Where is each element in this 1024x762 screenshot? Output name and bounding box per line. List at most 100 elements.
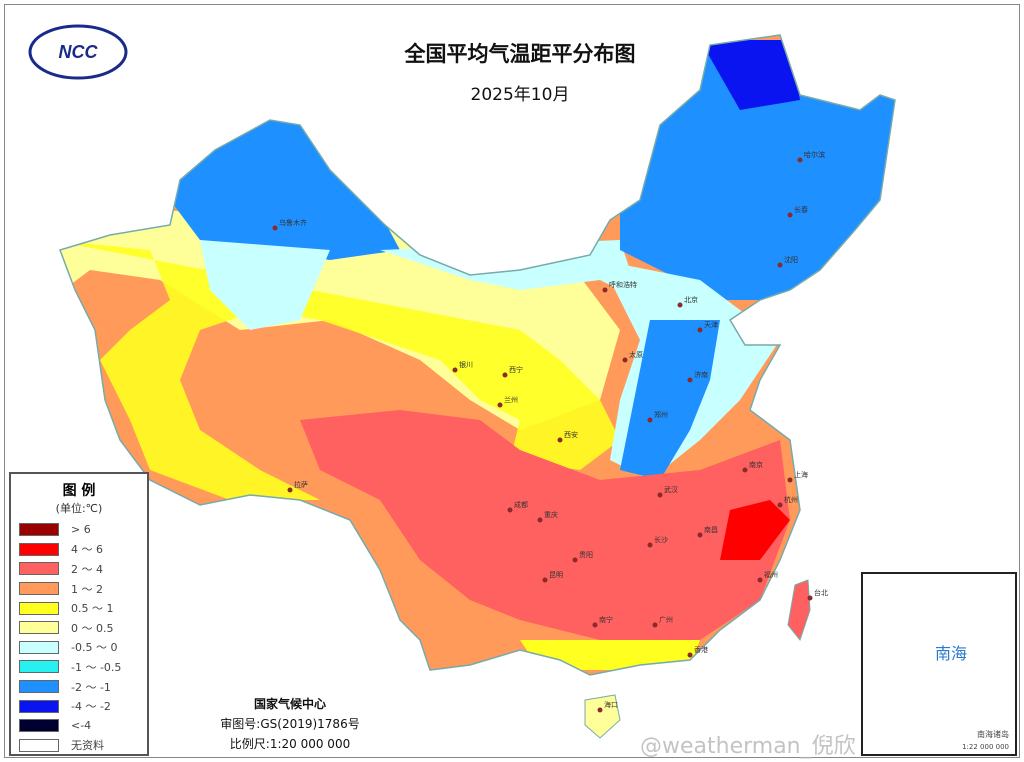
- legend-swatch: [19, 719, 59, 733]
- city-marker: [777, 262, 783, 268]
- city-marker: [697, 327, 703, 333]
- legend-label: 0.5 ～ 1: [71, 602, 114, 616]
- hainan-region: [584, 694, 621, 739]
- credit-approval: 审图号:GS(2019)1786号: [220, 717, 360, 731]
- city-label: 上海: [794, 470, 808, 479]
- map-subtitle: 2025年10月: [470, 85, 570, 105]
- legend-swatch: [19, 640, 59, 654]
- legend-label: -4 ～ -2: [71, 700, 111, 714]
- city-marker: [797, 157, 803, 163]
- legend-item: > 6: [11, 520, 147, 540]
- legend-label: -2 ～ -1: [71, 680, 111, 694]
- legend-item: 0 ～ 0.5: [11, 618, 147, 638]
- city-marker: [597, 707, 603, 713]
- city-marker: [287, 487, 293, 493]
- credit-org: 国家气候中心: [253, 697, 326, 711]
- city-marker: [537, 517, 543, 523]
- map-title: 全国平均气温距平分布图: [404, 42, 636, 66]
- city-label: 长沙: [654, 535, 668, 544]
- city-marker: [647, 542, 653, 548]
- legend-item: 4 ～ 6: [11, 540, 147, 560]
- legend-unit: (单位:℃): [55, 502, 103, 515]
- city-marker: [742, 467, 748, 473]
- city-label: 济南: [694, 370, 708, 379]
- city-marker: [622, 357, 628, 363]
- legend-swatch: [19, 660, 59, 674]
- city-label: 福州: [764, 570, 778, 579]
- legend-label: 无资料: [71, 739, 104, 753]
- svg-text:NCC: NCC: [59, 42, 99, 62]
- legend-swatch: [19, 582, 59, 596]
- city-marker: [272, 225, 278, 231]
- city-label: 北京: [684, 295, 698, 304]
- china-border: [59, 34, 896, 676]
- city-label: 重庆: [544, 510, 558, 519]
- city-marker: [807, 595, 813, 601]
- city-marker: [557, 437, 563, 443]
- legend-label: -1 ～ -0.5: [71, 660, 122, 674]
- legend-label: 0 ～ 0.5: [71, 621, 114, 635]
- legend-item: 2 ～ 4: [11, 559, 147, 579]
- city-label: 昆明: [549, 571, 563, 579]
- legend-swatch: [19, 621, 59, 635]
- city-label: 南昌: [704, 525, 718, 534]
- city-label: 成都: [514, 500, 528, 509]
- city-marker: [657, 492, 663, 498]
- city-label: 贵阳: [579, 550, 593, 559]
- city-label: 南宁: [599, 615, 613, 624]
- city-marker: [687, 377, 693, 383]
- legend-swatch: [19, 738, 59, 752]
- legend-swatch: [19, 523, 59, 537]
- city-marker: [787, 477, 793, 483]
- city-label: 太原: [629, 350, 643, 359]
- taiwan-region: [787, 579, 811, 642]
- city-marker: [497, 402, 503, 408]
- legend-label: 2 ～ 4: [71, 562, 103, 576]
- legend-swatch: [19, 542, 59, 556]
- inset-caption: 南海诸岛: [977, 730, 1009, 739]
- legend-item: <-4: [11, 716, 147, 736]
- city-label: 海口: [604, 700, 618, 709]
- legend-label: <-4: [71, 719, 92, 733]
- city-label: 天津: [704, 321, 718, 329]
- watermark: @weatherman_倪欣: [640, 734, 856, 759]
- legend-item: -2 ～ -1: [11, 677, 147, 697]
- city-label: 兰州: [504, 395, 518, 404]
- legend-label: > 6: [71, 523, 91, 537]
- city-marker: [777, 502, 783, 508]
- legend-label: 1 ～ 2: [71, 582, 103, 596]
- legend-title: 图 例: [62, 483, 96, 499]
- city-label: 西安: [564, 430, 578, 439]
- city-label: 杭州: [784, 495, 798, 504]
- legend-item: 0.5 ～ 1: [11, 598, 147, 618]
- city-marker: [502, 372, 508, 378]
- credits: 国家气候中心 审图号:GS(2019)1786号 比例尺:1:20 000 00…: [210, 694, 370, 754]
- city-label: 银川: [459, 360, 473, 369]
- city-marker: [697, 532, 703, 538]
- city-marker: [687, 652, 693, 658]
- city-marker: [452, 367, 458, 373]
- legend-label: 4 ～ 6: [71, 543, 103, 557]
- south-china-sea-inset: 南海 南海诸岛 1:22 000 000: [861, 572, 1017, 756]
- legend-swatch: [19, 699, 59, 713]
- legend-item: 1 ～ 2: [11, 579, 147, 599]
- legend-item: -1 ～ -0.5: [11, 657, 147, 677]
- city-label: 沈阳: [784, 255, 798, 264]
- city-label: 呼和浩特: [609, 280, 637, 289]
- ncc-logo: NCC: [28, 24, 128, 80]
- city-label: 南京: [749, 460, 763, 469]
- city-marker: [572, 557, 578, 563]
- city-marker: [542, 577, 548, 583]
- city-label: 西宁: [509, 365, 523, 374]
- city-label: 郑州: [654, 411, 668, 419]
- city-label: 武汉: [664, 485, 678, 494]
- legend-swatch: [19, 562, 59, 576]
- city-label: 长春: [794, 205, 808, 214]
- inset-label: 南海: [935, 644, 968, 663]
- city-marker: [652, 622, 658, 628]
- legend-swatch: [19, 680, 59, 694]
- legend-item: -0.5 ～ 0: [11, 638, 147, 658]
- legend-label: -0.5 ～ 0: [71, 641, 118, 655]
- map-frame: [4, 4, 1020, 758]
